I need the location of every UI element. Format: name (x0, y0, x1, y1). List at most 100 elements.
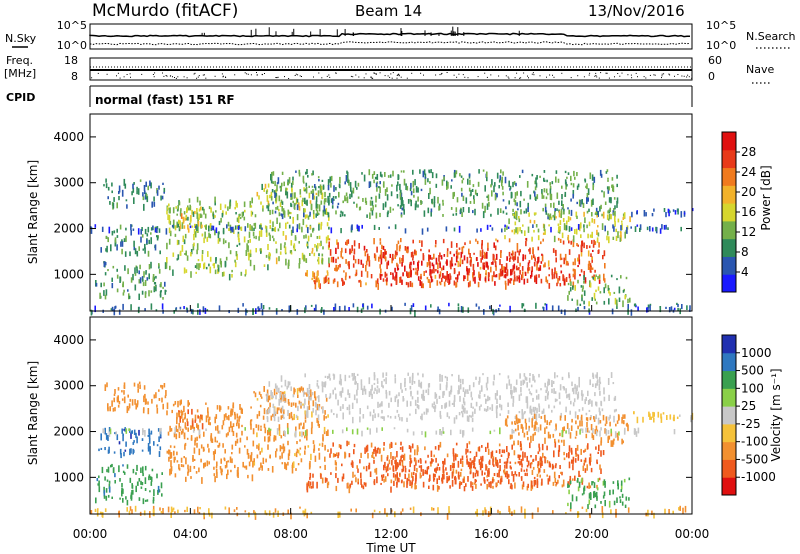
echo-cell (504, 280, 507, 285)
echo-cell (401, 508, 404, 512)
echo-cell (485, 408, 488, 412)
echo-cell (219, 466, 222, 470)
echo-cell (472, 406, 474, 409)
echo-cell (494, 258, 496, 263)
echo-cell (507, 278, 510, 286)
echo-cell (466, 458, 468, 464)
colorbar-segment (722, 370, 736, 389)
nave-point (329, 76, 331, 78)
echo-cell (482, 262, 484, 270)
echo-cell (377, 283, 379, 290)
echo-cell (424, 305, 427, 311)
echo-cell (381, 380, 383, 387)
echo-cell (96, 478, 99, 482)
echo-cell (568, 290, 570, 295)
echo-cell (387, 415, 389, 418)
echo-cell (385, 392, 388, 399)
echo-cell (456, 277, 459, 283)
echo-cell (193, 447, 196, 454)
echo-cell (221, 425, 224, 430)
echo-cell (520, 468, 523, 472)
echo-cell (471, 460, 473, 464)
echo-cell (460, 481, 463, 485)
echo-cell (489, 407, 491, 410)
echo-cell (103, 490, 106, 497)
echo-cell (145, 272, 147, 275)
echo-cell (544, 437, 546, 444)
echo-cell (541, 189, 543, 195)
echo-cell (427, 388, 430, 396)
echo-cell (354, 180, 357, 188)
echo-cell (235, 200, 237, 207)
echo-cell (412, 260, 415, 265)
echo-cell (191, 420, 194, 427)
echo-cell (138, 429, 140, 436)
echo-cell (332, 442, 334, 447)
echo-cell (335, 264, 337, 271)
echo-cell (524, 254, 527, 260)
echo-cell (169, 445, 172, 448)
echo-cell (556, 375, 559, 378)
echo-cell (307, 480, 310, 487)
echo-cell (557, 479, 559, 484)
echo-cell (498, 443, 501, 447)
echo-cell (551, 409, 553, 413)
echo-cell (160, 290, 162, 293)
echo-cell (520, 458, 523, 465)
echo-cell (264, 183, 267, 189)
echo-cell (543, 170, 546, 173)
echo-cell (316, 417, 318, 423)
echo-cell (539, 424, 542, 431)
echo-cell (313, 252, 316, 257)
echo-cell (177, 509, 179, 513)
nave-point (531, 73, 533, 75)
echo-cell (598, 477, 601, 481)
echo-cell (366, 444, 369, 452)
echo-cell (560, 439, 563, 443)
echo-cell (304, 392, 306, 395)
echo-cell (187, 409, 189, 415)
echo-cell (583, 242, 585, 249)
nave-point (299, 75, 301, 77)
echo-cell (382, 278, 385, 282)
echo-cell (194, 437, 197, 443)
echo-cell (528, 212, 530, 217)
echo-cell (309, 214, 311, 217)
echo-cell (469, 259, 472, 264)
echo-cell (556, 192, 559, 199)
echo-cell (184, 444, 186, 450)
echo-cell (502, 191, 504, 196)
echo-cell (220, 458, 222, 464)
echo-cell (325, 208, 328, 215)
echo-cell (358, 225, 360, 232)
echo-cell (412, 471, 415, 476)
echo-cell (501, 176, 503, 183)
echo-region (329, 440, 605, 494)
echo-cell (267, 205, 270, 212)
echo-cell (568, 428, 570, 432)
echo-cell (258, 230, 261, 237)
echo-cell (351, 480, 353, 485)
echo-cell (597, 286, 600, 291)
echo-cell (345, 175, 348, 182)
echo-cell (530, 484, 533, 491)
echo-cell (468, 248, 470, 255)
echo-cell (362, 414, 365, 419)
echo-cell (382, 252, 385, 259)
echo-cell (419, 472, 422, 479)
echo-cell (375, 450, 377, 457)
echo-cell (291, 182, 293, 188)
echo-cell (590, 493, 592, 500)
echo-cell (191, 225, 194, 228)
echo-cell (269, 194, 271, 199)
nave-point (250, 74, 252, 76)
echo-cell (103, 290, 105, 296)
echo-cell (240, 226, 243, 231)
echo-cell (276, 217, 278, 224)
echo-cell (487, 395, 489, 402)
echo-cell (568, 452, 570, 459)
echo-cell (452, 468, 455, 474)
echo-cell (116, 235, 119, 238)
echo-cell (373, 375, 376, 381)
echo-cell (299, 195, 302, 198)
